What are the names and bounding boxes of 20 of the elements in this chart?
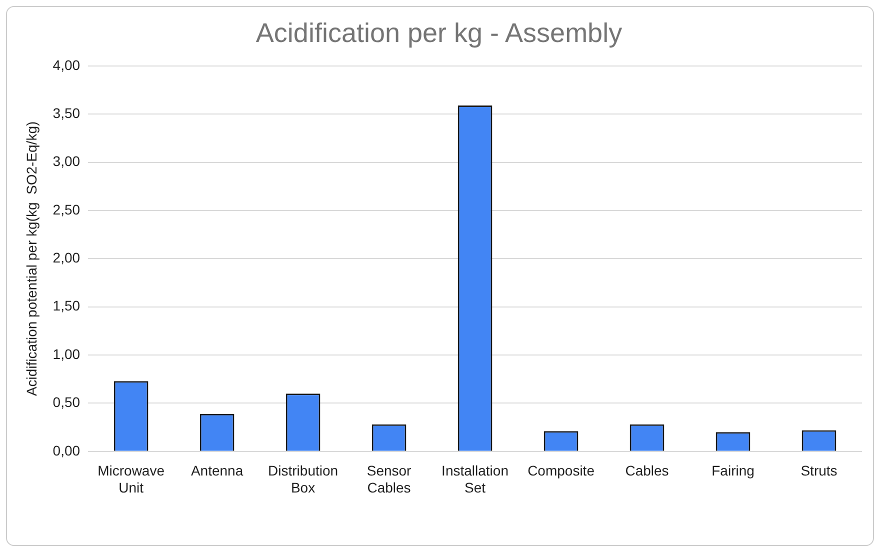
x-tick-label: Struts	[800, 462, 838, 479]
chart-title: Acidification per kg - Assembly	[254, 18, 624, 49]
y-tick-label: 2,00	[52, 250, 80, 266]
y-tick-label: 0,50	[52, 394, 80, 410]
y-axis-title: Acidification potential per kg(kg SO2-Eq/kg)	[23, 121, 40, 396]
y-tick-label: 4,00	[52, 56, 80, 73]
x-tick-label: Installation Set	[442, 462, 508, 496]
y-tick-label: 3,50	[52, 105, 80, 122]
x-tick-label: Cables	[625, 462, 669, 479]
x-tick-label: Antenna	[190, 462, 244, 479]
x-tick-label: Microwave Unit	[98, 462, 165, 496]
y-tick-label: 1,00	[52, 346, 80, 362]
x-tick-label: Fairing	[712, 462, 754, 479]
x-tick-label: Sensor Cables	[366, 462, 412, 496]
x-tick-label: Composite	[528, 462, 595, 479]
y-tick-label: 0,00	[52, 442, 80, 458]
y-tick-label: 3,00	[52, 153, 80, 170]
x-tick-label: Distribution Box	[268, 462, 338, 496]
y-tick-label: 2,50	[52, 201, 80, 218]
y-tick-label: 1,50	[52, 298, 80, 314]
